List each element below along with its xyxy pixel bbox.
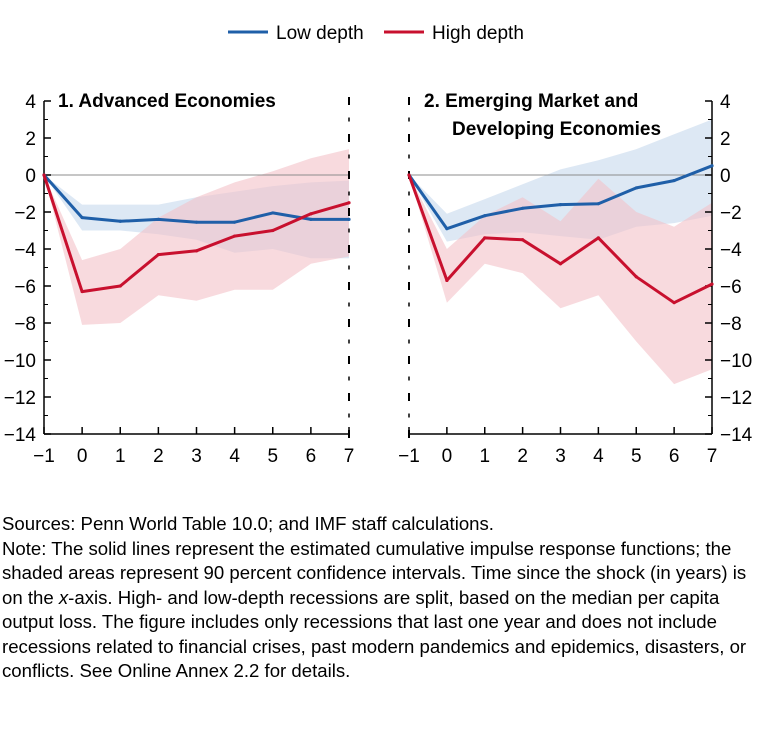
data-point-low-depth bbox=[710, 164, 714, 168]
data-point-low-depth bbox=[521, 206, 525, 210]
data-point-high-depth bbox=[672, 301, 676, 305]
y-tick-label: −8 bbox=[14, 314, 36, 335]
panel-title-line: 1. Advanced Economies bbox=[58, 91, 276, 112]
x-tick-label: 6 bbox=[669, 446, 680, 467]
y-tick-label: −12 bbox=[4, 388, 36, 409]
data-point-low-depth bbox=[596, 202, 600, 206]
x-tick-label: 0 bbox=[77, 446, 88, 467]
data-point-low-depth bbox=[118, 219, 122, 223]
data-point-low-depth bbox=[271, 211, 275, 215]
y-tick-label: 4 bbox=[25, 92, 36, 113]
y-tick-label: −14 bbox=[4, 425, 37, 446]
data-point-high-depth bbox=[521, 238, 525, 242]
note-text-part-1: Note: The solid lines represent the esti… bbox=[2, 537, 747, 608]
data-point-high-depth bbox=[80, 289, 84, 294]
data-point-low-depth bbox=[233, 220, 237, 224]
y-tick-label: −8 bbox=[720, 314, 742, 335]
x-tick-label: 2 bbox=[153, 446, 164, 467]
x-tick-label: 4 bbox=[229, 446, 240, 467]
note-text-part-2: -axis. High- and low-depth recessions ar… bbox=[2, 586, 747, 682]
panel-emerging-market-economies: 420−2−4−6−8−10−12−14−1 0 1 2 3 4 5 6 72. Emergin… bbox=[398, 91, 752, 467]
x-tick-label: 1 bbox=[479, 446, 490, 467]
x-tick-label: 2 bbox=[517, 446, 528, 467]
data-point-high-depth bbox=[710, 282, 714, 286]
data-point-high-depth bbox=[156, 252, 160, 257]
legend-label-low-depth: Low depth bbox=[276, 23, 364, 44]
data-point-high-depth bbox=[42, 173, 46, 177]
y-tick-label: −4 bbox=[720, 240, 742, 261]
x-tick-label: 4 bbox=[593, 446, 604, 467]
confidence-band-high-depth bbox=[44, 149, 349, 325]
data-point-high-depth bbox=[407, 173, 411, 177]
data-point-high-depth bbox=[118, 284, 122, 288]
y-tick-label: −6 bbox=[720, 277, 742, 298]
data-point-low-depth bbox=[634, 186, 638, 190]
y-tick-label: −10 bbox=[720, 351, 752, 372]
y-tick-label: −14 bbox=[720, 425, 753, 446]
data-point-low-depth bbox=[194, 220, 199, 224]
x-tick-label: 3 bbox=[191, 446, 202, 467]
data-point-high-depth bbox=[558, 262, 563, 266]
y-tick-label: −4 bbox=[14, 240, 36, 261]
y-tick-label: −10 bbox=[4, 351, 36, 372]
sources-text: Sources: Penn World Table 10.0; and IMF … bbox=[2, 513, 494, 534]
x-tick-label: 5 bbox=[267, 446, 278, 467]
data-point-low-depth bbox=[309, 217, 313, 221]
x-tick-label: −1 bbox=[398, 446, 420, 467]
confidence-band-high-depth bbox=[409, 175, 712, 385]
data-point-low-depth bbox=[445, 227, 449, 231]
data-point-high-depth bbox=[445, 278, 449, 283]
data-point-low-depth bbox=[483, 214, 487, 218]
data-point-high-depth bbox=[483, 236, 487, 240]
y-tick-label: 2 bbox=[25, 129, 36, 150]
legend-label-high-depth: High depth bbox=[432, 23, 524, 44]
y-tick-label: −2 bbox=[14, 203, 36, 224]
x-tick-label: −1 bbox=[33, 446, 55, 467]
data-point-high-depth bbox=[596, 236, 600, 240]
x-tick-label: 0 bbox=[442, 446, 453, 467]
x-tick-label: 5 bbox=[631, 446, 642, 467]
panel-title-line: Developing Economies bbox=[452, 119, 661, 140]
data-point-low-depth bbox=[156, 217, 160, 221]
data-point-high-depth bbox=[233, 234, 237, 238]
y-tick-label: −6 bbox=[14, 277, 36, 298]
y-tick-label: 0 bbox=[25, 166, 36, 187]
y-tick-label: 2 bbox=[720, 129, 731, 150]
x-tick-label: 1 bbox=[115, 446, 126, 467]
data-point-high-depth bbox=[309, 212, 313, 216]
y-tick-label: 0 bbox=[720, 166, 731, 187]
note-text: Note: The solid lines represent the esti… bbox=[2, 537, 754, 684]
x-tick-label: 3 bbox=[555, 446, 566, 467]
panel-title-line: 2. Emerging Market and bbox=[424, 91, 638, 112]
figure: Low depth High depth 420−2−4−6−8−10−12−1… bbox=[4, 23, 753, 467]
y-tick-label: 4 bbox=[720, 92, 731, 113]
y-tick-label: −12 bbox=[720, 388, 752, 409]
data-point-high-depth bbox=[194, 249, 199, 253]
x-tick-label: 6 bbox=[306, 446, 317, 467]
x-tick-label: 7 bbox=[707, 446, 718, 467]
data-point-low-depth bbox=[80, 215, 84, 220]
y-tick-label: −2 bbox=[720, 203, 742, 224]
confidence-band-low-depth bbox=[409, 119, 712, 242]
notes: Sources: Penn World Table 10.0; and IMF … bbox=[2, 512, 754, 684]
x-tick-label: 7 bbox=[344, 446, 355, 467]
note-text-italic: x bbox=[58, 586, 69, 608]
data-point-high-depth bbox=[347, 201, 351, 205]
data-point-high-depth bbox=[271, 228, 275, 233]
data-point-low-depth bbox=[558, 203, 563, 207]
data-point-low-depth bbox=[347, 217, 351, 221]
data-point-high-depth bbox=[634, 275, 638, 279]
legend: Low depth High depth bbox=[228, 23, 524, 44]
data-point-low-depth bbox=[672, 178, 676, 183]
panel-advanced-economies: 420−2−4−6−8−10−12−14−1 0 1 2 3 4 5 6 71. Advance… bbox=[4, 91, 355, 467]
